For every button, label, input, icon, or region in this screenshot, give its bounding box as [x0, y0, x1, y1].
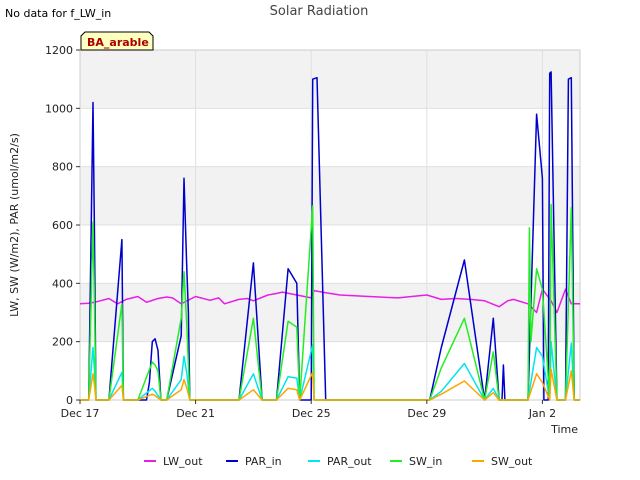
series-line-sw-out	[80, 368, 580, 401]
series-layer	[79, 71, 580, 401]
x-tick-label: Dec 17	[61, 407, 100, 420]
background-band	[80, 283, 580, 342]
legend-label: SW_in	[409, 455, 442, 468]
badge-label: BA_arable	[87, 36, 149, 49]
y-tick-label: 800	[52, 161, 73, 174]
series-line-par-in	[80, 71, 580, 401]
legend-label: PAR_in	[245, 455, 282, 468]
legend-label: SW_out	[491, 455, 533, 468]
x-tick-label: Dec 29	[407, 407, 446, 420]
x-tick-label: Jan 2	[528, 407, 556, 420]
y-tick-label: 200	[52, 336, 73, 349]
background-bands	[80, 50, 580, 342]
chart-title: Solar Radiation	[270, 4, 369, 19]
y-axis-label: LW, SW (W/m2), PAR (umol/m2/s)	[8, 133, 21, 317]
station-badge: BA_arable	[80, 31, 154, 51]
x-tick-label: Dec 25	[292, 407, 331, 420]
background-band	[80, 166, 580, 225]
y-tick-label: 600	[52, 219, 73, 232]
y-tick-label: 0	[66, 394, 73, 407]
series-line-lw-out	[79, 288, 580, 314]
x-tick-label: Dec 21	[176, 407, 215, 420]
legend-label: PAR_out	[327, 455, 372, 468]
axes: 0 200 400 600 800 1000 1200 Dec 17 Dec 21 Dec 25 D…	[45, 44, 556, 420]
badge-shape	[80, 31, 154, 51]
y-tick-label: 400	[52, 277, 73, 290]
legend-label: LW_out	[163, 455, 203, 468]
y-tick-label: 1200	[45, 44, 73, 57]
background-band	[80, 50, 580, 109]
legend: LW_out PAR_in PAR_out SW_in SW_out	[144, 455, 533, 468]
x-axis-label: Time	[550, 423, 578, 436]
no-data-notice: No data for f_LW_in	[5, 7, 112, 20]
y-tick-label: 1000	[45, 102, 73, 115]
